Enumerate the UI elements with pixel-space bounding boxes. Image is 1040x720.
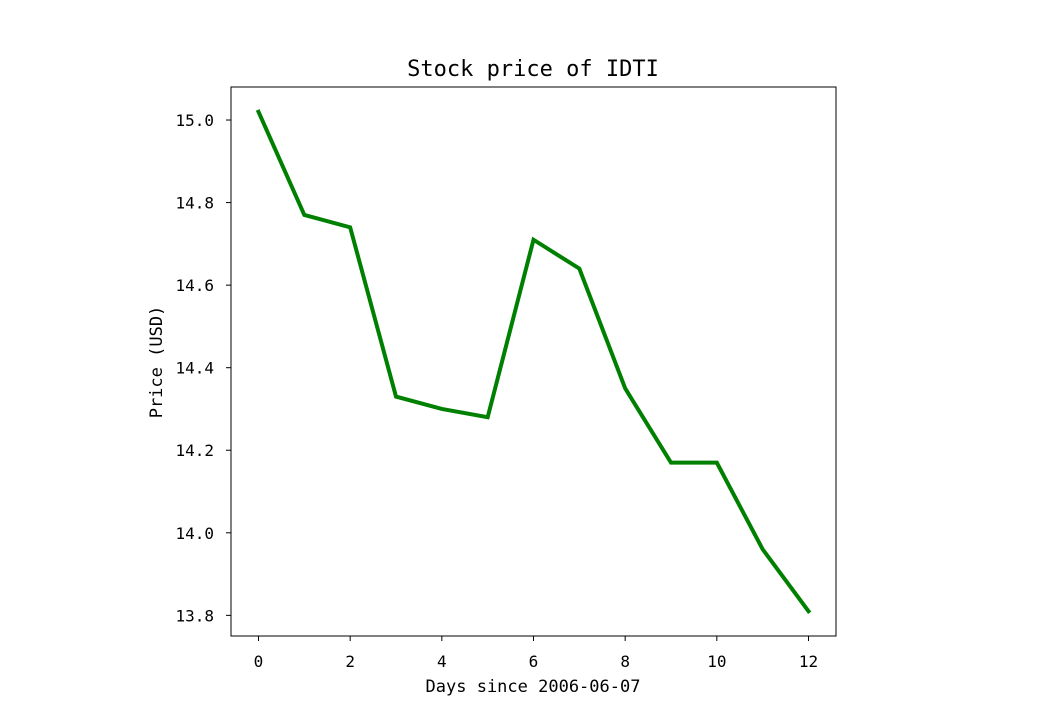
x-tick-label: 4 — [437, 652, 447, 671]
y-tick-label: 15.0 — [175, 111, 214, 130]
y-tick-label: 14.0 — [175, 524, 214, 543]
y-tick-label: 14.2 — [175, 441, 214, 460]
plot-frame — [230, 86, 837, 637]
chart-title: Stock price of IDTI — [407, 57, 659, 82]
x-tick-label: 10 — [707, 652, 726, 671]
y-axis-label: Price (USD) — [147, 306, 167, 419]
x-tick-label: 8 — [620, 652, 630, 671]
y-tick-label: 14.4 — [175, 359, 214, 378]
y-tick-label: 13.8 — [175, 606, 214, 625]
x-axis-label: Days since 2006-06-07 — [426, 677, 641, 697]
y-tick-label: 14.6 — [175, 276, 214, 295]
x-tick-label: 2 — [345, 652, 355, 671]
x-tick-label: 12 — [799, 652, 818, 671]
plot-area: 0 2 4 6 8 10 12 13.8 14.0 14.2 14.4 14.6 14.8 15.0 — [175, 86, 837, 671]
x-tick-label: 0 — [254, 652, 264, 671]
y-tick-label: 14.8 — [175, 194, 214, 213]
x-tick-label: 6 — [529, 652, 539, 671]
series-line-0 — [255, 109, 812, 615]
